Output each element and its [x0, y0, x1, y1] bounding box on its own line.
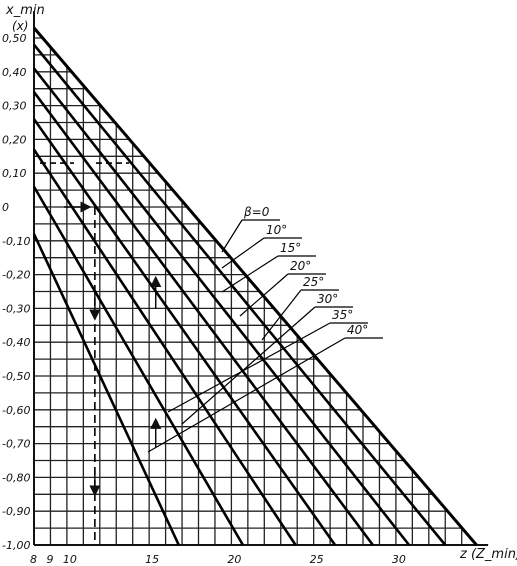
series-line	[32, 233, 180, 546]
y-tick-label: -0,60	[2, 404, 30, 417]
y-axis-title: x_min	[5, 3, 45, 18]
x-tick-label: 15	[145, 553, 159, 566]
example-path	[40, 162, 162, 545]
y-tick-label: -0,90	[2, 505, 30, 518]
y-tick-label: -0,20	[2, 269, 30, 282]
label-leader	[167, 322, 331, 413]
beta-label: 40°	[347, 323, 368, 337]
axes	[33, 11, 489, 546]
series-line	[32, 67, 411, 546]
grid	[34, 27, 477, 546]
x-tick-label: 20	[227, 553, 241, 566]
beta-label: β=0	[243, 205, 270, 219]
x-tick-label: 9	[46, 553, 53, 566]
beta-label: 30°	[317, 292, 338, 306]
beta-labels: β=0 10° 15° 20° 25° 30° 35°40°	[147, 205, 383, 453]
label-leader	[181, 306, 316, 425]
beta-label: 10°	[266, 223, 287, 237]
label-leader	[221, 237, 265, 269]
series-line	[32, 148, 297, 546]
y-tick-label: 0,20	[2, 133, 27, 146]
y-tick-label: -0,50	[2, 370, 30, 383]
y-tick-label: -0,70	[2, 438, 30, 451]
y-tick-label: 0,40	[2, 66, 27, 79]
y-tick-label: -0,80	[2, 471, 30, 484]
beta-label: 25°	[303, 275, 324, 289]
series-line	[32, 186, 245, 546]
series-line	[32, 118, 337, 546]
y-tick-label: -0,40	[2, 336, 30, 349]
x-tick-label: 8	[30, 553, 37, 566]
label-leader	[221, 219, 243, 253]
y-axis-subtitle: (x)	[12, 19, 28, 33]
label-leader	[147, 337, 346, 453]
y-tick-label: -0,30	[2, 302, 30, 315]
x-tick-label: 10	[63, 553, 77, 566]
beta-label: 15°	[280, 241, 301, 255]
tick-labels: 0,50 0,40 0,30 0,20 0,10 0 -0,10 -0,20 -0,30 -0,4…	[2, 32, 406, 566]
y-tick-label: -0,10	[2, 235, 30, 248]
y-tick-label: 0	[2, 201, 9, 214]
y-tick-label: 0,30	[2, 100, 27, 113]
y-tick-label: -1,00	[2, 539, 30, 552]
label-leader	[239, 273, 289, 317]
beta-curves	[32, 26, 478, 546]
beta-label: 35°	[332, 308, 353, 322]
x-tick-label: 25	[310, 553, 324, 566]
series-line	[32, 26, 478, 546]
series-line	[32, 91, 374, 546]
series-line	[32, 43, 447, 546]
label-leader	[221, 255, 279, 293]
y-tick-label: 0,10	[2, 167, 27, 180]
label-leader	[261, 289, 302, 341]
beta-label: 20°	[290, 259, 311, 273]
x-tick-label: 30	[392, 553, 406, 566]
x-axis-title: z (Z_min)	[459, 547, 517, 562]
y-tick-label: 0,50	[2, 32, 27, 45]
